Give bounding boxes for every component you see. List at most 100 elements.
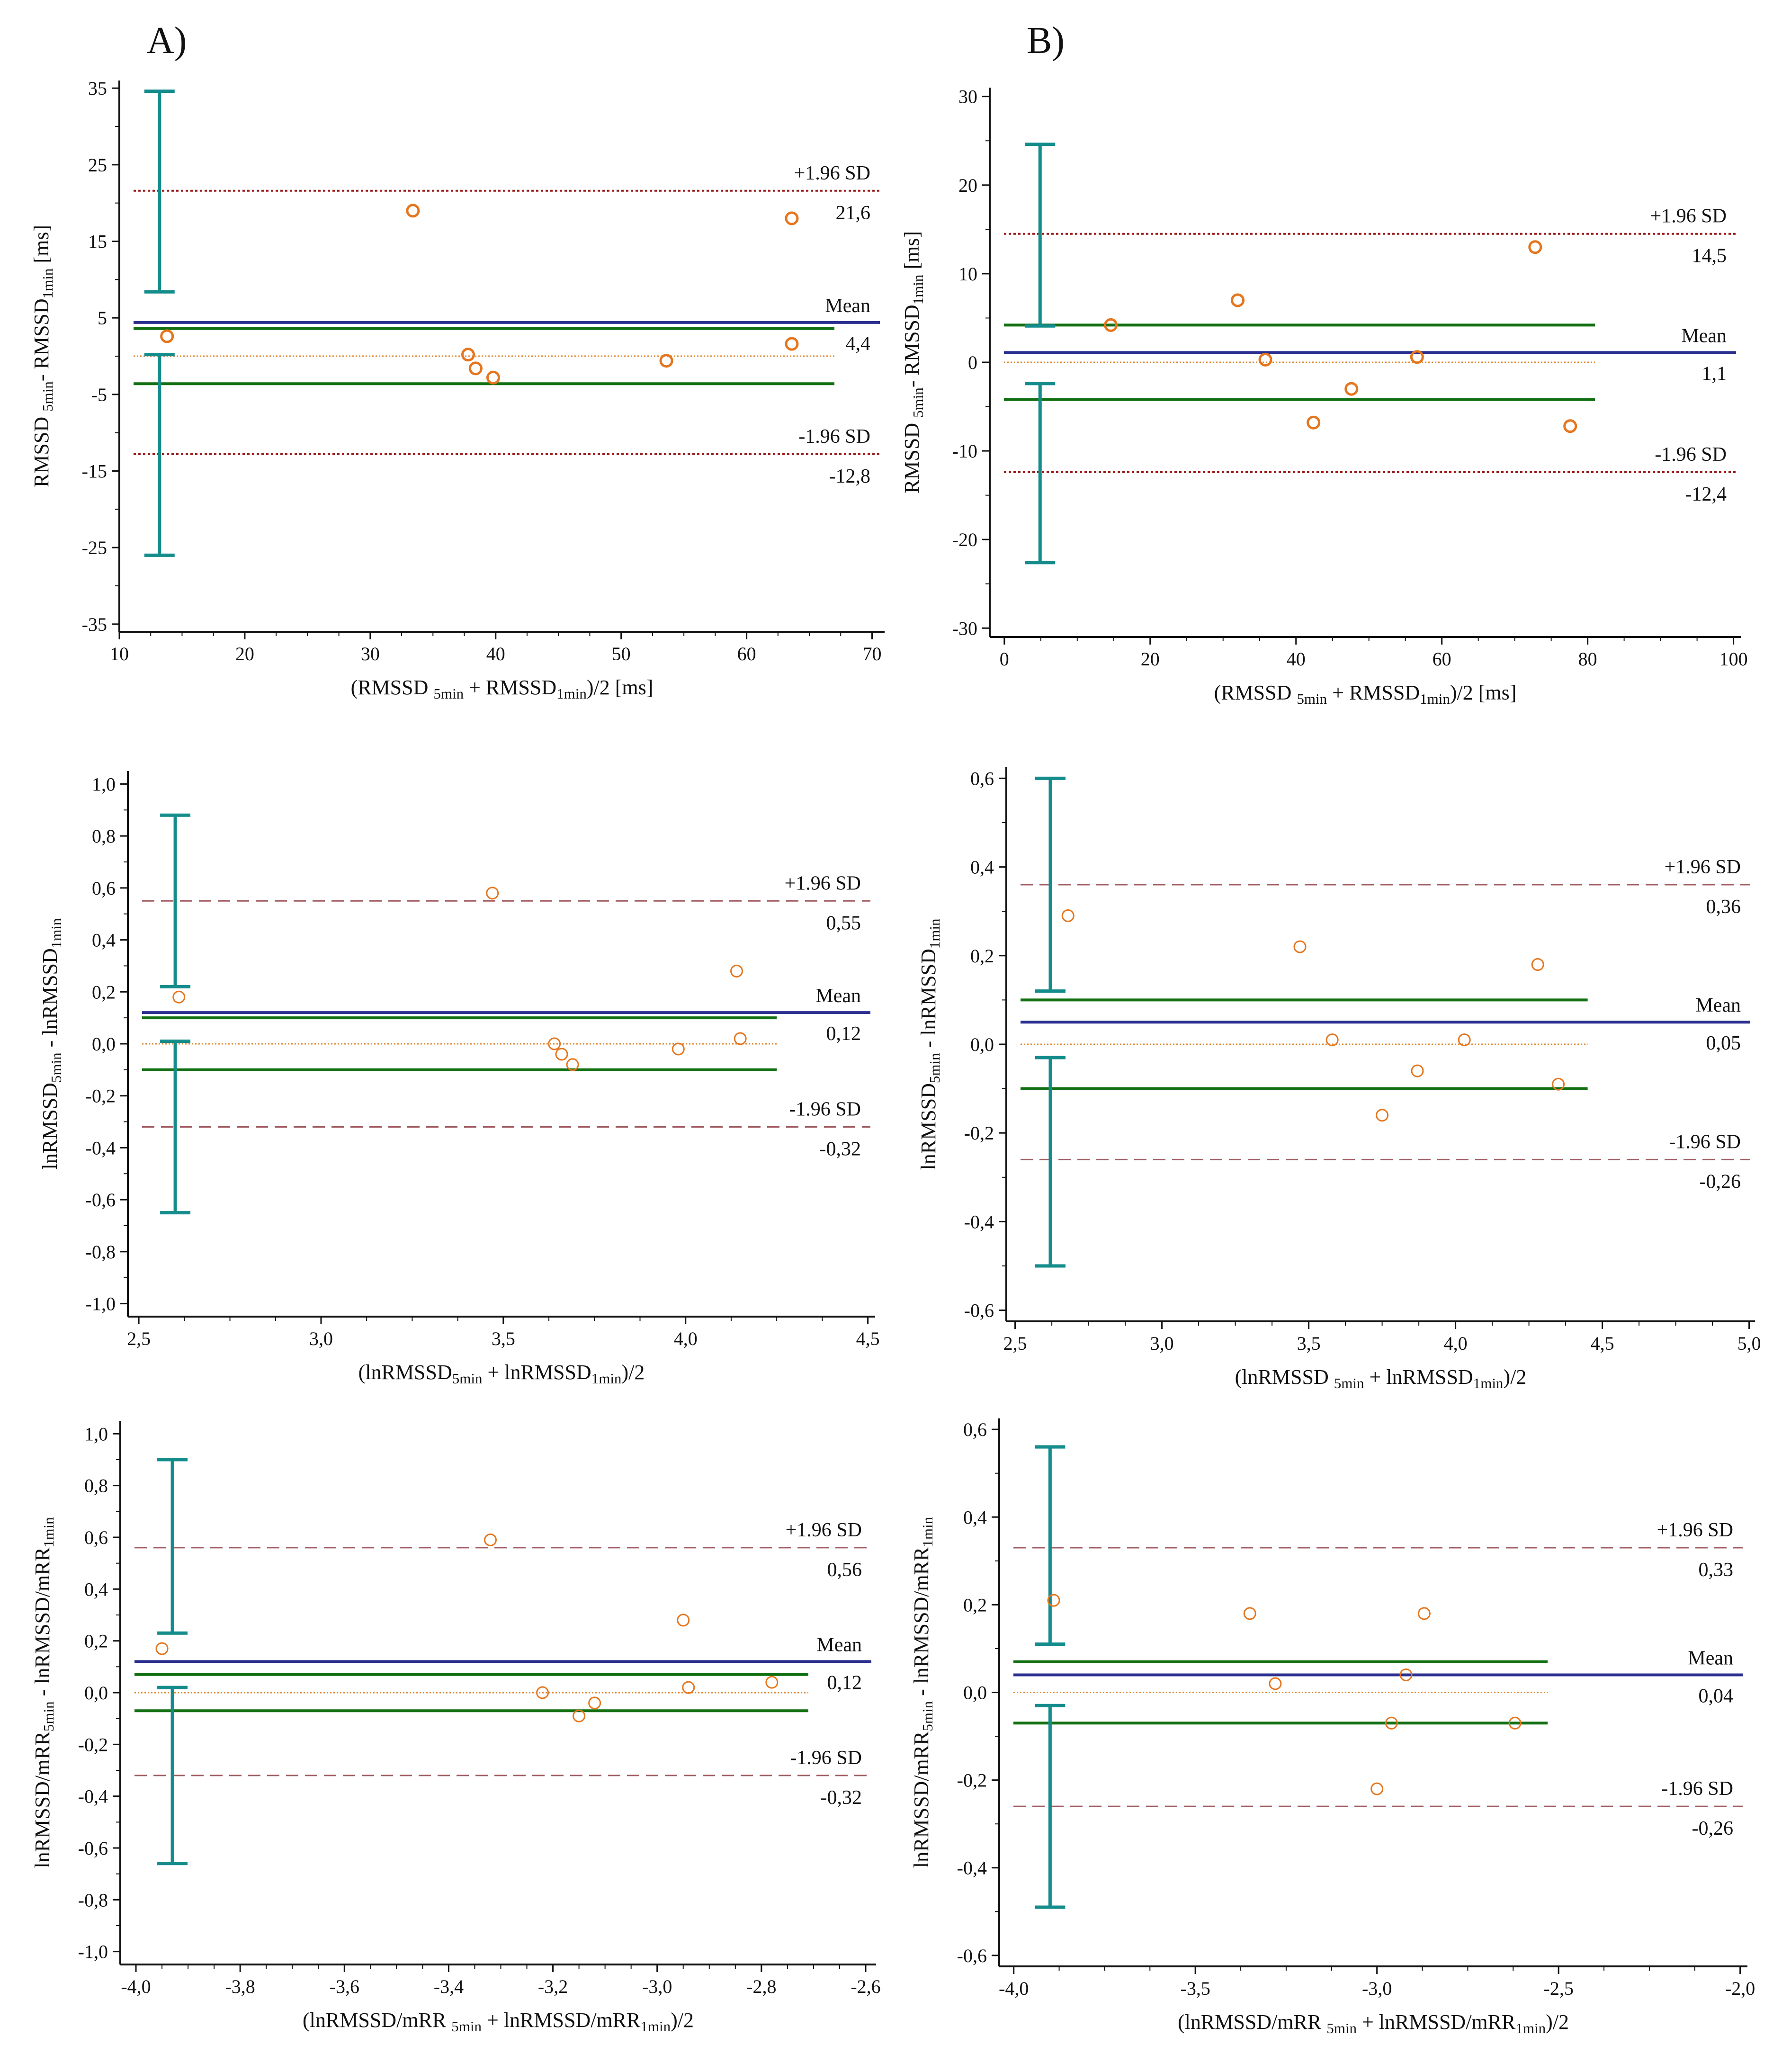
x-tick-label: 4,0 — [1444, 1333, 1468, 1354]
x-axis-label-part-3: 1min — [556, 685, 587, 702]
x-tick-label: -4,0 — [121, 1976, 151, 1997]
y-tick-label: 15 — [88, 231, 107, 252]
y-tick-label: 1,0 — [92, 773, 116, 795]
upper-loa-value-label: 0,55 — [826, 912, 861, 934]
x-axis-label-part-1: 5min — [451, 2018, 482, 2035]
y-tick-label: -0,2 — [78, 1734, 108, 1755]
data-point — [1399, 1668, 1413, 1681]
x-axis-label-part-0: (lnRMSSD — [1235, 1365, 1334, 1389]
data-point — [1061, 909, 1075, 923]
x-axis-label: (lnRMSSD 5min + lnRMSSD1min)/2 — [1235, 1365, 1527, 1391]
y-tick-label: 10 — [958, 263, 977, 285]
chart-6: 0,6 0,4 0,2 0,0 -0,2 -0,4 -0,6 -4,0 -3,5 -3,0 -2,5… — [910, 1418, 1755, 2036]
panel-label-b: B) — [1027, 20, 1065, 62]
y-tick-label: -0,6 — [957, 1945, 987, 1966]
x-axis-label-part-3: 1min — [1515, 2020, 1546, 2036]
y-tick-label: -30 — [952, 618, 977, 639]
y-tick-label: 0,4 — [970, 857, 994, 878]
x-axis-label-part-4: )/2 — [671, 2009, 694, 2032]
mean-label: Mean — [816, 1634, 862, 1656]
y-axis-label-part-3: 1min — [910, 274, 926, 305]
y-tick-label: 0,8 — [84, 1475, 108, 1497]
x-axis-label-part-3: 1min — [1420, 691, 1450, 707]
y-tick-label: -0,4 — [964, 1211, 994, 1232]
data-point — [730, 964, 743, 978]
x-tick-label: 60 — [1433, 648, 1451, 670]
lower-loa-label: -1.96 SD — [790, 1747, 862, 1769]
y-axis-label-part-0: RMSSD — [30, 412, 53, 487]
y-tick-label: 1,0 — [84, 1423, 108, 1444]
x-axis-label-part-4: )/2 — [621, 1361, 645, 1384]
y-tick-label: 0,4 — [963, 1507, 987, 1528]
upper-loa-label: +1.96 SD — [786, 1519, 862, 1541]
chart-3: 1,0 0,8 0,6 0,4 0,2 0,0 -0,2 -0,4 -0,6 -0,8 -1,0 2,… — [38, 771, 880, 1387]
x-tick-label: 4,5 — [1591, 1333, 1614, 1354]
y-axis-label-part-2: - lnRMSSD — [917, 949, 940, 1053]
y-axis-label-part-0: lnRMSSD — [38, 1083, 62, 1169]
x-tick-label: -3,0 — [1362, 1978, 1392, 1999]
upper-loa-value-label: 0,56 — [827, 1559, 862, 1581]
data-point — [672, 1042, 685, 1056]
y-axis-label-part-0: RMSSD — [900, 418, 923, 493]
data-point — [1243, 1607, 1256, 1620]
x-tick-label: -2,8 — [746, 1976, 776, 1997]
y-tick-label: 0,0 — [963, 1682, 987, 1704]
mean-label: Mean — [1681, 325, 1727, 347]
y-tick-label: -0,8 — [78, 1889, 108, 1911]
x-axis-label-part-0: (lnRMSSD — [358, 1361, 452, 1384]
data-point — [1325, 1033, 1339, 1047]
y-tick-label: 30 — [958, 86, 977, 108]
y-axis-label-part-3: 1min — [48, 918, 64, 948]
mean-value-label: 1,1 — [1702, 363, 1727, 385]
lower-loa-value-label: -12,8 — [829, 466, 871, 487]
mean-label: Mean — [815, 985, 861, 1007]
x-axis-label-part-4: )/2 — [1546, 2010, 1569, 2034]
y-tick-label: 35 — [88, 78, 107, 99]
y-axis-label-part-3: 1min — [926, 918, 943, 949]
x-tick-label: -2,5 — [1544, 1978, 1574, 1999]
data-point — [1269, 1677, 1282, 1690]
mean-value-label: 0,12 — [826, 1023, 861, 1045]
data-point — [588, 1696, 601, 1710]
x-axis-label-part-2: + RMSSD — [1327, 681, 1420, 704]
y-tick-label: -35 — [82, 614, 107, 635]
x-axis-label-part-2: + lnRMSSD — [482, 1361, 591, 1384]
y-tick-label: -25 — [82, 537, 107, 558]
upper-loa-value-label: 14,5 — [1692, 245, 1727, 267]
y-axis-label-part-0: lnRMSSD/mRR — [31, 1731, 54, 1868]
data-point — [1376, 1109, 1389, 1122]
x-tick-label: -3,4 — [434, 1976, 464, 1997]
panel-label-a: A) — [147, 20, 187, 62]
x-tick-label: 4,5 — [856, 1328, 880, 1349]
y-axis-label: lnRMSSD/mRR5min - lnRMSSD/mRR1min — [910, 1516, 936, 1868]
lower-loa-label: -1.96 SD — [1669, 1131, 1741, 1153]
upper-loa-label: +1.96 SD — [1665, 856, 1741, 878]
data-point — [1552, 1077, 1565, 1091]
data-point — [1410, 350, 1424, 364]
x-tick-label: 70 — [863, 643, 882, 664]
lower-loa-value-label: -0,26 — [1700, 1171, 1741, 1193]
y-tick-label: 20 — [958, 175, 977, 196]
x-axis-label-part-1: 5min — [433, 685, 464, 702]
data-point — [677, 1614, 690, 1627]
chart-4: 0,6 0,4 0,2 0,0 -0,2 -0,4 -0,6 2,5 3,0 3,5 4,0 4,5 5… — [917, 767, 1761, 1391]
y-tick-label: 0,0 — [970, 1034, 994, 1055]
x-axis-label: (lnRMSSD5min + lnRMSSD1min)/2 — [358, 1361, 645, 1387]
y-axis-label-part-1: 5min — [919, 1701, 936, 1731]
data-point — [1258, 352, 1272, 367]
x-tick-label: -3,0 — [642, 1976, 672, 1997]
lower-loa-value-label: -0,26 — [1692, 1818, 1734, 1839]
mean-label: Mean — [1688, 1647, 1733, 1669]
x-tick-label: 60 — [737, 643, 756, 664]
y-axis-label-part-4: [ms] — [900, 231, 923, 275]
x-tick-label: 3,5 — [492, 1328, 515, 1349]
y-axis-label-part-3: 1min — [40, 1517, 57, 1547]
data-point — [1458, 1033, 1471, 1047]
x-axis-label-part-0: (lnRMSSD/mRR — [303, 2009, 451, 2032]
x-tick-label: 100 — [1719, 648, 1748, 670]
data-point — [461, 348, 475, 362]
